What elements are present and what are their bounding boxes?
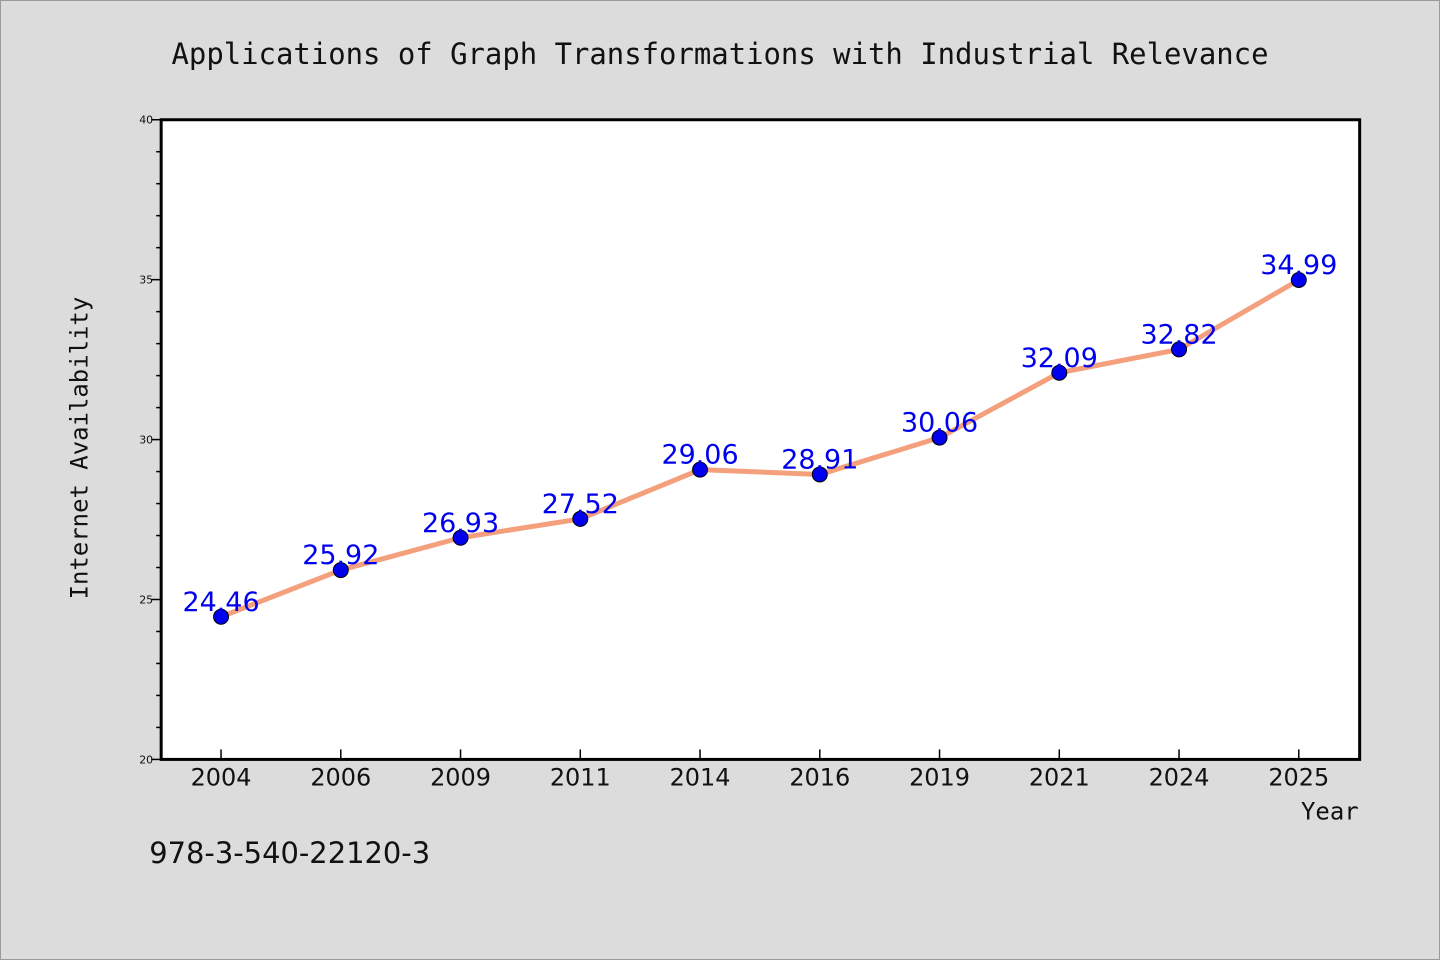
data-point: [1290, 272, 1307, 288]
data-label: 34.99: [1260, 250, 1337, 281]
footnote-isbn: 978-3-540-22120-3: [149, 836, 430, 870]
plot-area: [159, 118, 1362, 761]
x-tick-label: 2021: [1029, 763, 1090, 791]
x-tick-label: 2025: [1268, 763, 1329, 791]
y-tick-label: 25: [139, 593, 153, 606]
data-label: 24.46: [182, 587, 259, 618]
x-tick-label: 2006: [310, 763, 371, 791]
y-axis: 20 25 30 35 40: [139, 114, 162, 766]
data-label: 28.91: [781, 444, 858, 475]
x-tick-label: 2019: [909, 763, 970, 791]
x-axis-label: Year: [1301, 797, 1359, 825]
y-tick-label: 40: [139, 114, 153, 127]
x-tick-label: 2004: [191, 763, 252, 791]
data-label: 32.82: [1140, 319, 1217, 350]
data-label: 25.92: [302, 540, 379, 571]
y-tick-label: 35: [139, 274, 153, 287]
data-point: [811, 466, 828, 483]
data-label: 26.93: [422, 508, 499, 539]
data-label: 27.52: [542, 489, 619, 520]
series-group: 24.46 25.92 26.93 27.52 29.06 28.91 30.06 32.09…: [182, 250, 1337, 625]
series-line: [218, 277, 1302, 620]
y-tick-label: 20: [139, 753, 153, 766]
x-tick-label: 2014: [670, 763, 731, 791]
y-tick-label: 30: [139, 434, 153, 447]
chart-title: Applications of Graph Transformations wi…: [172, 37, 1269, 71]
x-axis: 2004 2006 2009 2011 2014 2016 2019 2021 2024 2025: [191, 749, 1329, 791]
data-point: [692, 461, 709, 478]
x-tick-label: 2024: [1149, 763, 1210, 791]
x-tick-label: 2009: [430, 763, 491, 791]
data-label: 32.09: [1021, 343, 1098, 374]
data-point: [332, 562, 349, 579]
data-point: [1171, 341, 1188, 358]
data-point: [213, 608, 230, 625]
data-label: 29.06: [661, 440, 738, 471]
x-tick-label: 2011: [550, 763, 611, 791]
y-axis-label: Internet Availability: [65, 297, 93, 600]
data-point: [1051, 364, 1068, 381]
data-point: [572, 510, 589, 527]
data-point: [931, 429, 948, 446]
data-point: [452, 529, 469, 546]
data-label: 30.06: [901, 408, 978, 439]
x-tick-label: 2016: [789, 763, 850, 791]
